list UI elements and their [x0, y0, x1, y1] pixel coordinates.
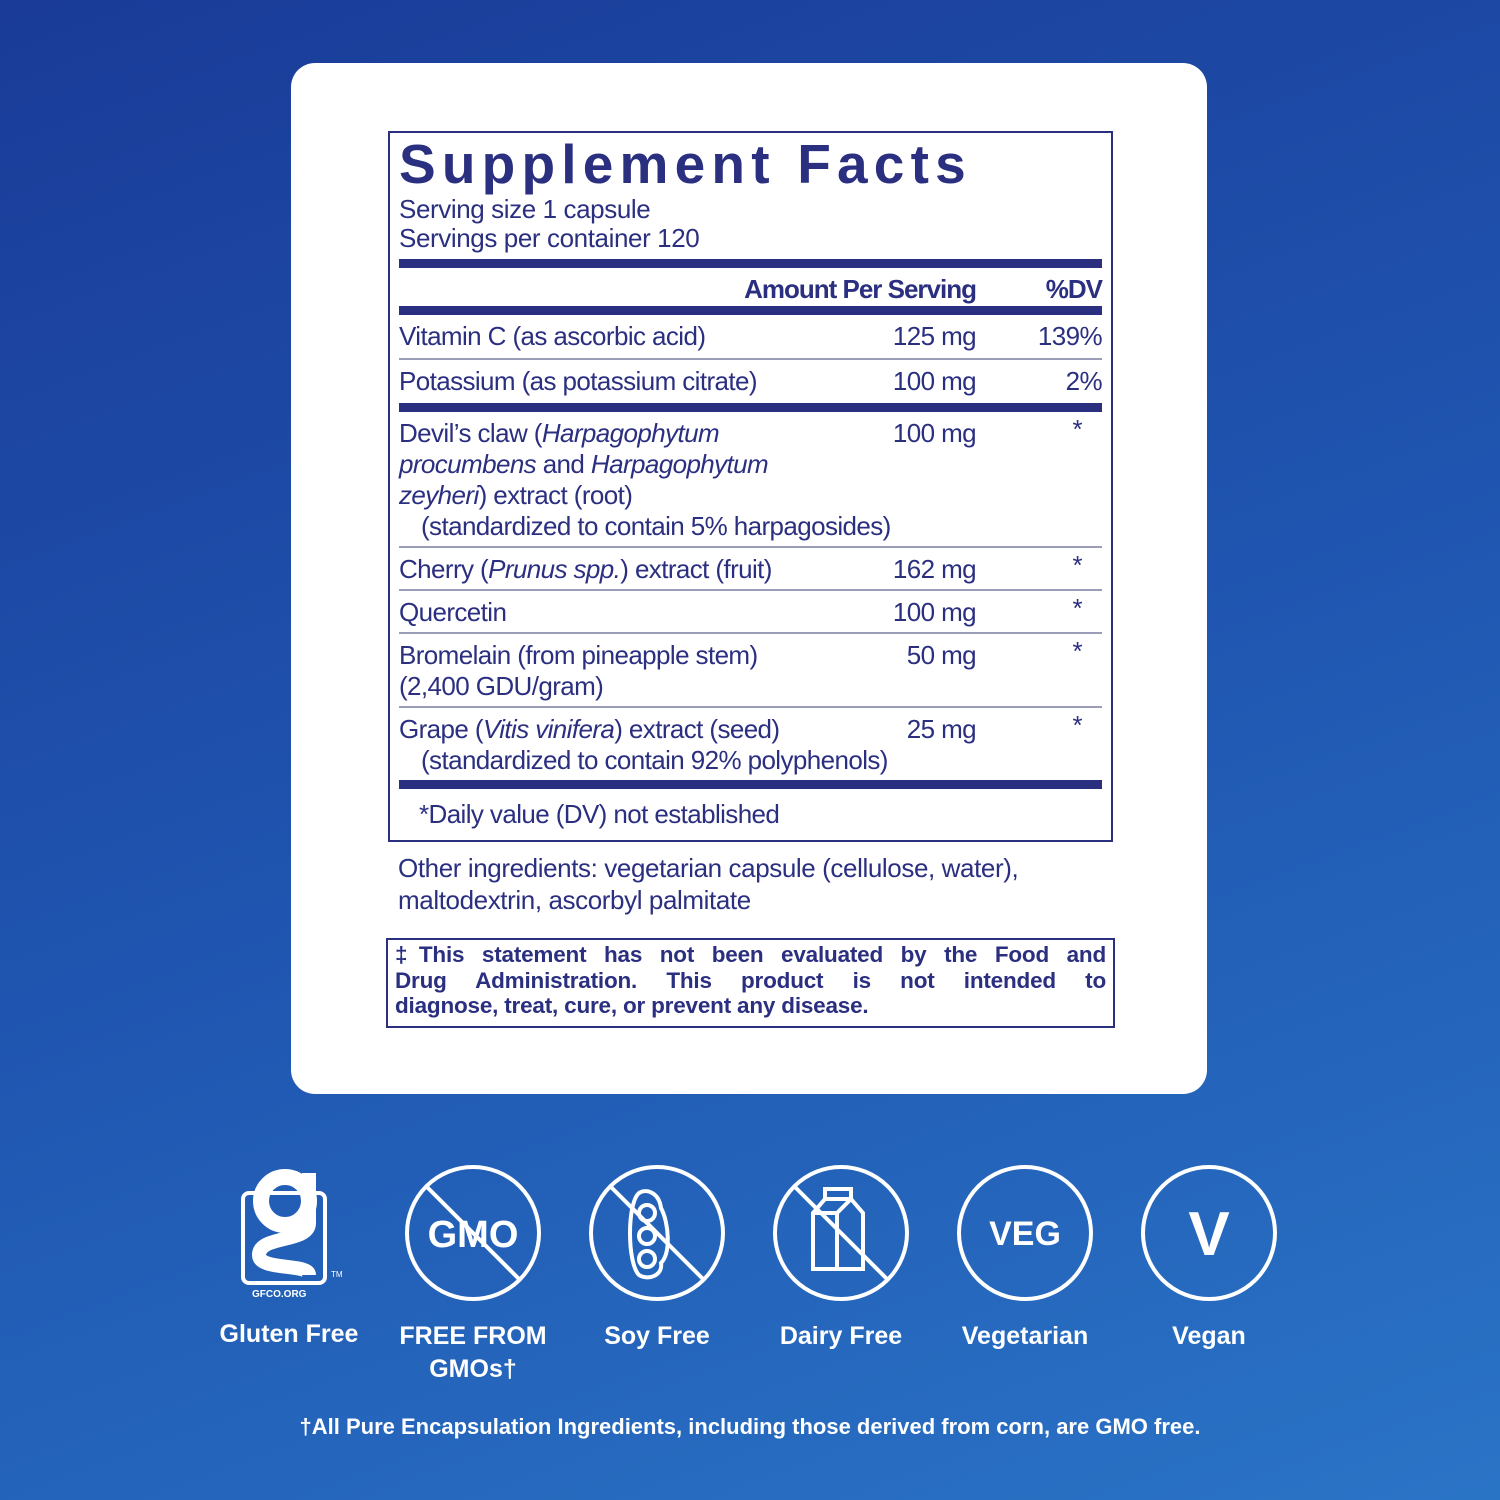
badge-label-soy-free: Soy Free — [604, 1322, 710, 1350]
table-row: Vitamin C (as ascorbic acid) 125 mg 139% — [399, 315, 1103, 358]
dv: * — [1072, 710, 1082, 740]
amount: 25 mg — [906, 714, 977, 744]
gluten-free-gfco-icon: GFCO.ORG TM — [219, 1163, 359, 1303]
ingredient-note: (standardized to contain 92% polyphenols… — [421, 745, 888, 775]
dv: * — [1072, 636, 1082, 666]
amount: 162 mg — [892, 554, 977, 584]
table-row: Devil’s claw (Harpagophytum procumbens a… — [399, 412, 1102, 546]
divider — [399, 780, 1102, 789]
dv: * — [1072, 593, 1082, 623]
disclaimer-line: diagnose, treat, cure, or prevent any di… — [395, 993, 869, 1018]
disclaimer-line: ‡This statement has not been evaluated b… — [395, 942, 1106, 967]
servings-per-container: Servings per container 120 — [399, 223, 700, 253]
table-row: Quercetin 100 mg * — [399, 591, 1102, 632]
badge-label-dairy-free: Dairy Free — [779, 1322, 903, 1350]
svg-text:V: V — [1188, 1200, 1229, 1269]
badge-label-vegan: Vegan — [1172, 1322, 1246, 1350]
supplement-facts-panel: Supplement Facts Serving size 1 capsule … — [388, 131, 1113, 842]
vegetarian-icon: VEG — [955, 1163, 1095, 1303]
table-row: Potassium (as potassium citrate) 100 mg … — [399, 360, 1103, 403]
facts-title: Supplement Facts — [399, 133, 972, 195]
divider — [399, 259, 1102, 268]
table-row: Cherry (Prunus spp.) extract (fruit) 162… — [399, 548, 1102, 589]
no-dairy-icon — [771, 1163, 911, 1303]
no-gmo-icon: GMO — [403, 1163, 543, 1303]
ingredient-name: Potassium (as potassium citrate) — [399, 366, 758, 396]
vegan-icon: V — [1139, 1163, 1279, 1303]
amount: 100 mg — [892, 418, 977, 448]
divider — [399, 546, 1102, 548]
divider — [399, 306, 1102, 315]
dv: * — [1072, 414, 1082, 444]
col-amount: Amount Per Serving — [744, 274, 977, 304]
amount: 125 mg — [892, 321, 977, 351]
ingredient-note: (2,400 GDU/gram) — [399, 671, 604, 701]
divider — [399, 358, 1102, 360]
divider — [399, 632, 1102, 634]
table-row: Grape (Vitis vinifera) extract (seed) (s… — [399, 708, 1102, 780]
dv: 139% — [1037, 321, 1103, 351]
dv-footnote: *Daily value (DV) not established — [419, 799, 780, 829]
ingredient-name: Grape (Vitis vinifera) extract (seed) — [399, 714, 780, 744]
ingredient-name: Devil’s claw (Harpagophytum procumbens a… — [399, 418, 769, 510]
badge-label-gluten-free: Gluten Free — [219, 1320, 359, 1348]
badge-label-gmo-free: FREE FROM GMOs† — [399, 1322, 547, 1383]
label-card: Supplement Facts Serving size 1 capsule … — [291, 63, 1207, 1094]
amount: 100 mg — [892, 366, 977, 396]
badge-label-vegetarian: Vegetarian — [961, 1322, 1089, 1350]
ingredient-name: Bromelain (from pineapple stem) — [399, 640, 758, 670]
other-ingredients: Other ingredients: vegetarian capsule (c… — [398, 853, 1019, 915]
column-header: Amount Per Serving %DV — [399, 268, 1103, 306]
disclaimer-line: Drug Administration. This product is not… — [395, 967, 1106, 993]
svg-text:VEG: VEG — [989, 1215, 1061, 1253]
svg-text:GFCO.ORG: GFCO.ORG — [252, 1289, 307, 1300]
fda-disclaimer: ‡This statement has not been evaluated b… — [386, 938, 1115, 1028]
ingredient-note: (standardized to contain 5% harpagosides… — [421, 511, 891, 541]
table-row: Bromelain (from pineapple stem) (2,400 G… — [399, 634, 1102, 706]
amount: 100 mg — [892, 597, 977, 627]
ingredient-name: Vitamin C (as ascorbic acid) — [399, 321, 706, 351]
dv: * — [1072, 550, 1082, 580]
dv: 2% — [1065, 366, 1103, 396]
gmo-footnote: †All Pure Encapsulation Ingredients, inc… — [299, 1414, 1201, 1439]
svg-text:GMO: GMO — [428, 1214, 519, 1256]
svg-text:TM: TM — [331, 1270, 343, 1279]
amount: 50 mg — [906, 640, 977, 670]
no-soy-icon — [587, 1163, 727, 1303]
ingredient-name: Cherry (Prunus spp.) extract (fruit) — [399, 554, 772, 584]
serving-size: Serving size 1 capsule — [399, 194, 651, 224]
divider — [399, 589, 1102, 591]
col-dv: %DV — [1045, 274, 1103, 304]
divider — [399, 403, 1102, 412]
ingredient-name: Quercetin — [399, 597, 507, 627]
divider — [399, 706, 1102, 708]
